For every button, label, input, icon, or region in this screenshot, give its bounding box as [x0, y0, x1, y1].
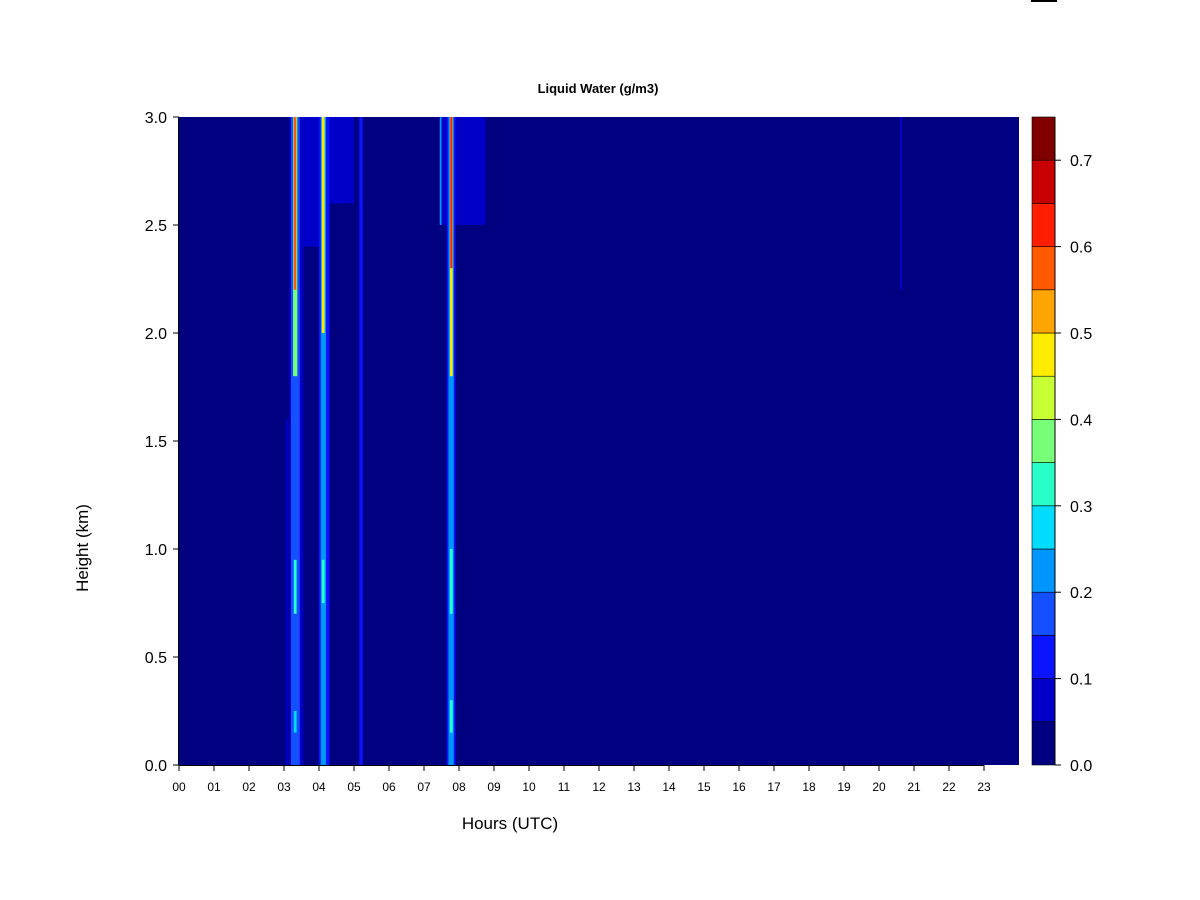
colorbar-swatch-0 [1031, 721, 1056, 766]
x-tick-label-15: 15 [697, 780, 711, 794]
colorbar-swatch-13 [1031, 159, 1056, 204]
colorbar-swatch-7 [1031, 419, 1056, 463]
x-tick-label-23: 23 [977, 780, 991, 794]
colorbar-swatch-11 [1031, 246, 1056, 291]
colorbar-swatch-12 [1031, 203, 1056, 247]
y-axis: 0.0 0.5 1.0 1.5 2.0 2.5 3.0 [145, 110, 179, 775]
colorbar-tick-label-7: 0.7 [1070, 153, 1092, 170]
x-tick-label-21: 21 [907, 780, 921, 794]
liquid-water-band-11 [321, 559, 325, 603]
x-tick-label-8: 08 [452, 780, 466, 794]
colorbar-tick-label-1: 0.1 [1070, 672, 1092, 689]
liquid-water-band-0 [285, 419, 289, 765]
x-tick-label-3: 03 [277, 780, 291, 794]
liquid-water-band-4 [293, 117, 297, 290]
x-axis-label: Hours (UTC) [462, 814, 558, 833]
y-tick-label-1: 0.5 [145, 650, 167, 667]
colorbar-swatch-1 [1031, 678, 1056, 723]
x-tick-label-9: 09 [487, 780, 501, 794]
x-tick-label-2: 02 [242, 780, 256, 794]
liquid-water-bands [285, 117, 903, 765]
colorbar-swatch-2 [1031, 635, 1056, 679]
liquid-water-band-19 [450, 117, 453, 269]
colorbar-tick-label-4: 0.4 [1070, 412, 1092, 429]
y-tick-label-4: 2.0 [145, 326, 167, 343]
colorbar-tick-label-2: 0.2 [1070, 585, 1092, 602]
liquid-water-band-13 [359, 117, 363, 765]
colorbar-swatch-4 [1031, 548, 1056, 593]
liquid-water-band-22 [900, 117, 903, 290]
liquid-water-band-5 [293, 559, 297, 614]
y-tick-label-6: 3.0 [145, 110, 167, 127]
x-tick-label-7: 07 [417, 780, 431, 794]
liquid-water-band-21 [449, 700, 453, 733]
plot-area [179, 117, 1019, 765]
y-tick-label-2: 1.0 [145, 542, 167, 559]
colorbar-swatch-9 [1031, 332, 1056, 377]
x-tick-label-10: 10 [522, 780, 536, 794]
x-tick-label-11: 11 [558, 780, 571, 794]
colorbar-tick-label-0: 0.0 [1070, 758, 1092, 775]
colorbar-swatch-6 [1031, 462, 1056, 507]
x-tick-label-12: 12 [592, 780, 606, 794]
liquid-water-band-17 [448, 117, 454, 765]
liquid-water-band-12 [329, 117, 354, 204]
liquid-water-band-9 [320, 117, 326, 765]
y-axis-label: Height (km) [73, 504, 92, 592]
x-tick-label-20: 20 [872, 780, 886, 794]
colorbar: 0.0 0.1 0.2 0.3 0.4 0.5 0.6 0.7 [1031, 116, 1092, 775]
colorbar-tick-label-6: 0.6 [1070, 240, 1092, 257]
liquid-water-band-2 [291, 117, 300, 765]
colorbar-swatch-10 [1031, 289, 1056, 334]
liquid-water-band-20 [449, 549, 453, 614]
colorbar-tick-label-5: 0.5 [1070, 326, 1092, 343]
y-tick-label-5: 2.5 [145, 218, 167, 235]
liquid-water-band-7 [301, 117, 319, 247]
x-tick-label-18: 18 [802, 780, 816, 794]
x-axis: 00 01 02 03 04 05 06 07 08 09 10 11 12 13 14 15 16 17 18 19… [172, 765, 991, 794]
liquid-water-band-6 [293, 711, 297, 733]
x-tick-label-5: 05 [347, 780, 361, 794]
x-tick-label-22: 22 [942, 780, 956, 794]
colorbar-swatch-14 [1031, 116, 1056, 161]
x-tick-label-4: 04 [312, 780, 326, 794]
colorbar-swatch-8 [1031, 375, 1056, 420]
colorbar-swatch-3 [1031, 591, 1056, 636]
x-tick-label-13: 13 [627, 780, 641, 794]
y-tick-label-3: 1.5 [145, 434, 167, 451]
x-tick-label-1: 01 [207, 780, 221, 794]
colorbar-swatch-5 [1031, 505, 1056, 550]
x-tick-label-6: 06 [382, 780, 396, 794]
liquid-water-band-10 [321, 117, 325, 333]
x-tick-label-16: 16 [732, 780, 746, 794]
x-tick-label-19: 19 [837, 780, 851, 794]
x-tick-label-17: 17 [767, 780, 781, 794]
x-tick-label-0: 00 [172, 780, 186, 794]
top-edge-mark [1031, 0, 1057, 2]
colorbar-tick-label-3: 0.3 [1070, 499, 1092, 516]
chart-title: Liquid Water (g/m3) [538, 81, 659, 96]
x-tick-label-14: 14 [662, 780, 676, 794]
y-tick-label-0: 0.0 [145, 758, 167, 775]
